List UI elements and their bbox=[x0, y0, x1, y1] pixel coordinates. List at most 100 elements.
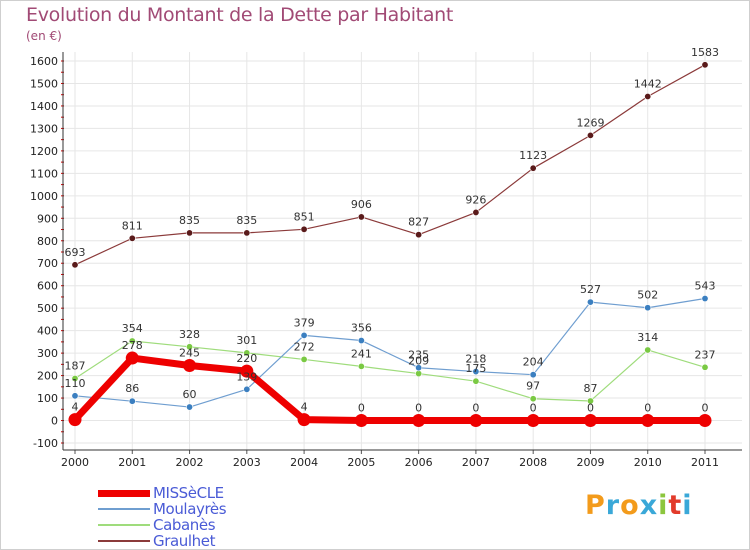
data-point-graulhet bbox=[644, 93, 652, 101]
data-label-misscle: 4 bbox=[301, 401, 308, 414]
data-point-cabans bbox=[357, 362, 365, 370]
data-point-misscle bbox=[469, 414, 483, 428]
data-label-graulhet: 827 bbox=[408, 216, 429, 229]
x-tick-label: 2008 bbox=[519, 456, 547, 469]
x-tick-label: 2006 bbox=[405, 456, 433, 469]
data-point-misscle bbox=[240, 364, 254, 378]
data-label-graulhet: 851 bbox=[294, 210, 315, 223]
data-label-cabans: 237 bbox=[695, 348, 716, 361]
x-tick-label: 2002 bbox=[176, 456, 204, 469]
data-point-cabans bbox=[128, 337, 136, 345]
data-point-graulhet bbox=[472, 208, 480, 216]
data-label-misscle: 0 bbox=[530, 402, 537, 415]
data-point-moulayrs bbox=[586, 298, 594, 306]
y-tick-label: 300 bbox=[37, 347, 58, 360]
data-point-graulhet bbox=[300, 225, 308, 233]
data-point-graulhet bbox=[243, 229, 251, 237]
data-point-cabans bbox=[71, 375, 79, 383]
x-tick-label: 2007 bbox=[462, 456, 490, 469]
data-label-cabans: 209 bbox=[408, 355, 429, 368]
proxiti-logo: Proxiti bbox=[585, 490, 693, 521]
data-point-misscle bbox=[297, 413, 311, 427]
data-label-graulhet: 835 bbox=[179, 214, 200, 227]
y-tick-label: 500 bbox=[37, 302, 58, 315]
legend-item: MISSèCLE bbox=[98, 485, 226, 501]
data-point-misscle bbox=[698, 414, 712, 428]
data-point-moulayrs bbox=[415, 364, 423, 372]
data-label-moulayrs: 86 bbox=[125, 382, 139, 395]
data-label-moulayrs: 110 bbox=[65, 377, 86, 390]
y-tick-label: 1500 bbox=[30, 77, 58, 90]
data-label-cabans: 272 bbox=[294, 340, 315, 353]
data-label-graulhet: 906 bbox=[351, 198, 372, 211]
data-point-graulhet bbox=[71, 261, 79, 269]
x-tick-label: 2004 bbox=[290, 456, 318, 469]
data-label-misscle: 0 bbox=[644, 402, 651, 415]
legend-swatch bbox=[98, 540, 150, 542]
series-line-misscle bbox=[71, 354, 709, 425]
legend-swatch bbox=[98, 489, 150, 497]
data-label-misscle: 0 bbox=[358, 402, 365, 415]
series-line-cabans bbox=[74, 340, 706, 402]
logo-letter: i bbox=[658, 490, 669, 521]
data-label-cabans: 87 bbox=[583, 382, 597, 395]
data-point-moulayrs bbox=[71, 392, 79, 400]
data-point-graulhet bbox=[128, 234, 136, 242]
data-point-moulayrs bbox=[186, 403, 194, 411]
y-tick-label: -100 bbox=[33, 437, 58, 450]
logo-letter: P bbox=[585, 490, 606, 521]
x-tick-label: 2005 bbox=[347, 456, 375, 469]
series-line-moulayrs bbox=[74, 297, 706, 408]
data-label-cabans: 241 bbox=[351, 347, 372, 360]
data-point-graulhet bbox=[357, 213, 365, 221]
data-label-misscle: 0 bbox=[415, 402, 422, 415]
y-tick-label: 200 bbox=[37, 370, 58, 383]
data-label-misscle: 4 bbox=[72, 401, 79, 414]
data-label-graulhet: 693 bbox=[65, 246, 86, 259]
data-point-cabans bbox=[529, 395, 537, 403]
legend-label: Cabanès bbox=[153, 516, 216, 534]
data-point-misscle bbox=[68, 413, 82, 427]
y-tick-label: 1200 bbox=[30, 145, 58, 158]
data-point-misscle bbox=[641, 414, 655, 428]
data-point-cabans bbox=[186, 343, 194, 351]
data-point-graulhet bbox=[586, 131, 594, 139]
logo-letter: x bbox=[639, 490, 659, 521]
logo-letter: i bbox=[682, 490, 693, 521]
data-point-moulayrs bbox=[472, 368, 480, 376]
data-point-cabans bbox=[300, 355, 308, 363]
chart-title: Evolution du Montant de la Dette par Hab… bbox=[26, 4, 454, 26]
y-tick-label: 1400 bbox=[30, 100, 58, 113]
data-label-misscle: 278 bbox=[122, 339, 143, 352]
data-label-moulayrs: 235 bbox=[408, 349, 429, 362]
y-tick-label: 600 bbox=[37, 280, 58, 293]
data-point-moulayrs bbox=[243, 385, 251, 393]
data-label-graulhet: 926 bbox=[465, 193, 486, 206]
data-point-cabans bbox=[586, 397, 594, 405]
data-point-cabans bbox=[644, 346, 652, 354]
data-label-moulayrs: 218 bbox=[465, 353, 486, 366]
data-point-misscle bbox=[354, 414, 368, 428]
legend-swatch bbox=[98, 508, 150, 510]
data-label-graulhet: 1123 bbox=[519, 149, 547, 162]
data-point-moulayrs bbox=[300, 331, 308, 339]
data-point-misscle bbox=[412, 414, 426, 428]
data-label-misscle: 0 bbox=[472, 402, 479, 415]
data-label-cabans: 175 bbox=[465, 362, 486, 375]
legend-label: Moulayrès bbox=[153, 500, 227, 518]
data-label-misscle: 0 bbox=[587, 402, 594, 415]
data-label-graulhet: 835 bbox=[236, 214, 257, 227]
x-tick-label: 2009 bbox=[576, 456, 604, 469]
x-tick-label: 2000 bbox=[61, 456, 89, 469]
data-point-misscle bbox=[526, 414, 540, 428]
data-label-moulayrs: 502 bbox=[637, 289, 658, 302]
y-tick-label: 0 bbox=[51, 415, 58, 428]
data-label-cabans: 187 bbox=[65, 360, 86, 373]
unit-label: (en €) bbox=[26, 29, 62, 43]
data-label-cabans: 314 bbox=[637, 331, 658, 344]
data-point-graulhet bbox=[701, 61, 709, 69]
y-tick-label: 700 bbox=[37, 257, 58, 270]
y-tick-label: 400 bbox=[37, 325, 58, 338]
data-label-moulayrs: 527 bbox=[580, 283, 601, 296]
